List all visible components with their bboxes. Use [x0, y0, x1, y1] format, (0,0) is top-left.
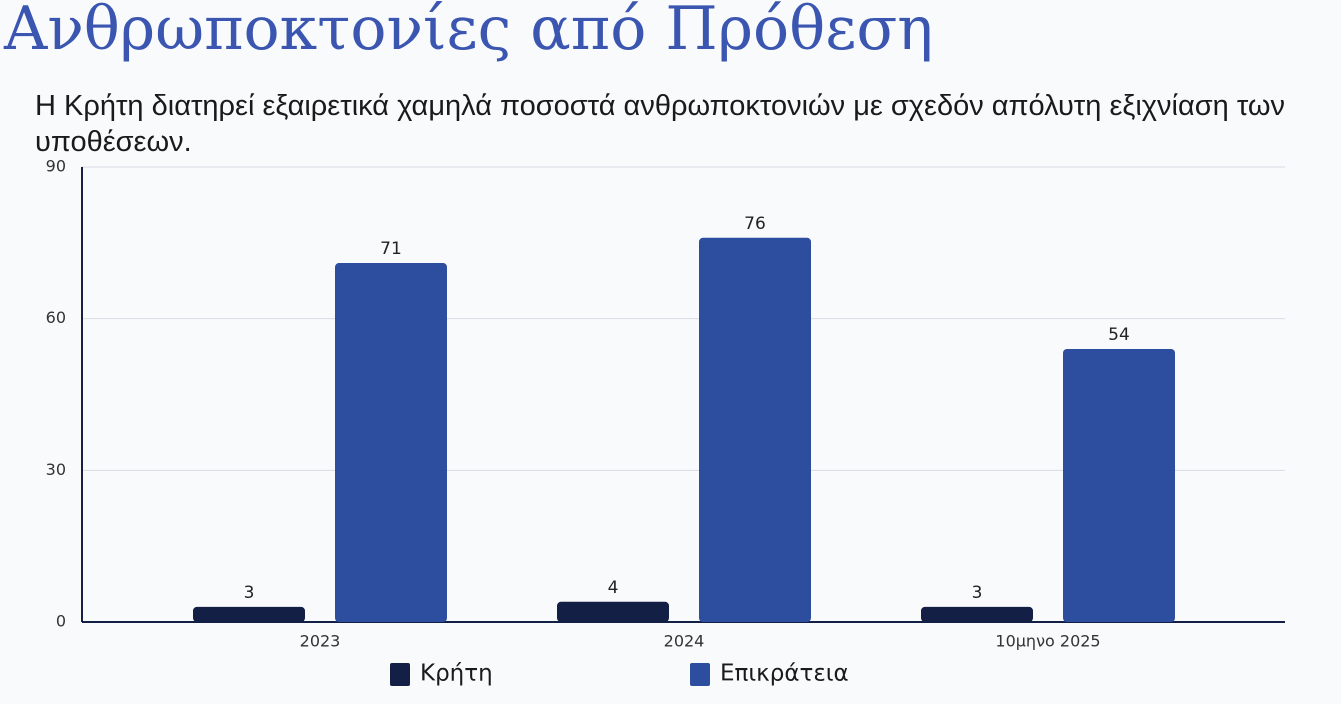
bar: [921, 606, 1033, 622]
y-tick-label: 0: [56, 612, 66, 631]
x-tick-label: 10μηνο 2025: [995, 632, 1100, 651]
bar: [1063, 349, 1175, 622]
y-tick-label: 60: [46, 308, 66, 327]
subtitle: Η Κρήτη διατηρεί εξαιρετικά χαμηλά ποσοσ…: [35, 90, 1286, 158]
x-tick-label: 2024: [664, 632, 705, 651]
bar: [699, 237, 811, 622]
value-label: 71: [380, 239, 402, 259]
value-label: 3: [972, 583, 983, 603]
y-tick-label: 30: [46, 460, 66, 479]
page-title: Ανθρωποκτονίες από Πρόθεση: [4, 0, 934, 64]
value-label: 54: [1108, 325, 1130, 345]
legend-label: Κρήτη: [420, 661, 493, 687]
value-label: 3: [244, 583, 255, 603]
bar: [557, 601, 669, 622]
bar: [193, 606, 305, 622]
legend-swatch: [390, 663, 410, 686]
value-label: 4: [608, 578, 619, 598]
legend-swatch: [690, 663, 710, 686]
y-tick-label: 90: [46, 157, 66, 176]
x-tick-label: 2023: [300, 632, 341, 651]
bar: [335, 263, 447, 622]
value-label: 76: [744, 214, 766, 234]
legend-label: Επικράτεια: [720, 661, 849, 687]
